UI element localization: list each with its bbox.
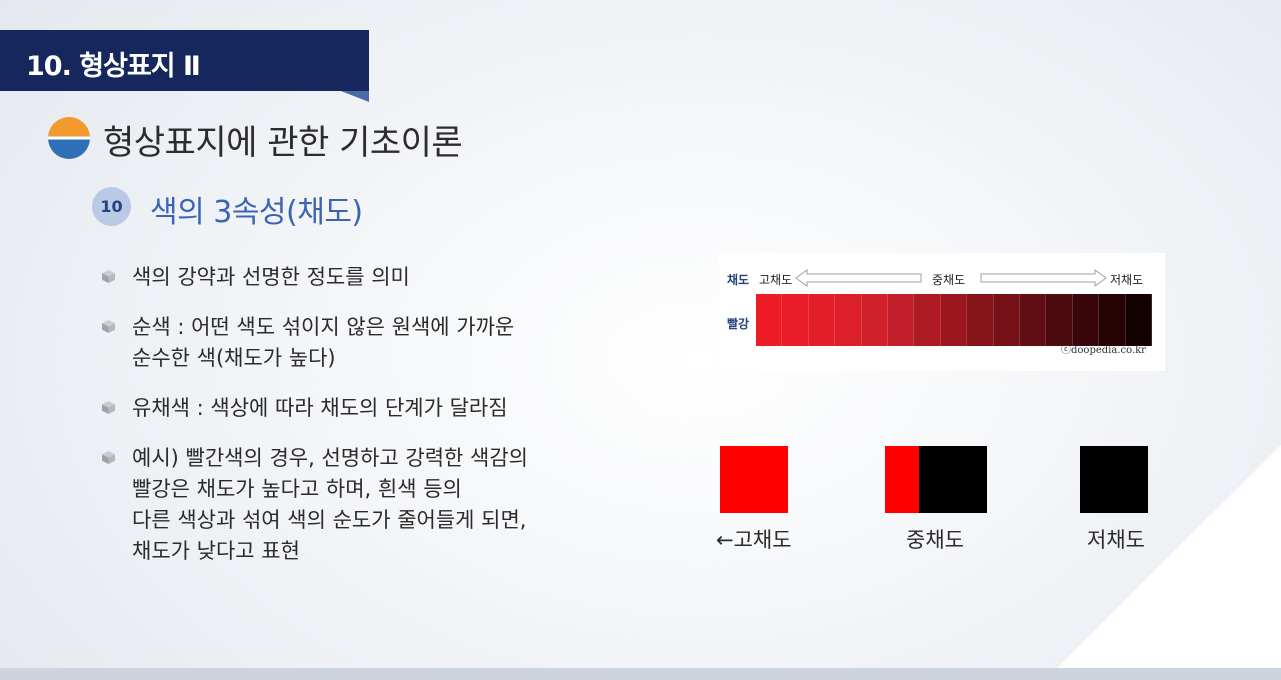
footer-bar: [0, 668, 1281, 680]
bullet-text-line: 순수한 색(채도가 높다): [132, 346, 336, 370]
saturation-step: [914, 294, 941, 346]
bullet-text-line: 색의 강약과 선명한 정도를 의미: [132, 265, 410, 289]
section-number-badge: 10: [92, 187, 131, 226]
cube-bullet-icon: [102, 270, 115, 283]
bullet-text-line: 유채색 : 색상에 따라 채도의 단계가 달라짐: [132, 396, 508, 420]
header-tab-decoration: [341, 91, 369, 102]
swatch-segment: [720, 446, 788, 513]
swatch-label-low: 저채도: [1087, 528, 1145, 552]
bullet-text-line: 빨강은 채도가 높다고 하며, 흰색 등의: [132, 477, 462, 501]
swatch-mid-saturation: [885, 446, 987, 513]
bullet-text-line: 다른 색상과 섞여 색의 순도가 줄어들게 되면,: [132, 508, 527, 532]
saturation-step: [1125, 294, 1153, 346]
saturation-strip: [756, 294, 1153, 346]
bullet-text-line: 예시) 빨간색의 경우, 선명하고 강력한 색감의: [132, 446, 529, 470]
saturation-step: [993, 294, 1021, 346]
swatch-high-saturation: [720, 446, 788, 513]
swatch-segment: [918, 446, 987, 513]
saturation-step: [835, 294, 862, 346]
sunset-icon: [48, 117, 90, 159]
saturation-step: [1072, 294, 1100, 346]
section-title: 형상표지에 관한 기초이론: [103, 123, 463, 163]
saturation-step: [967, 294, 994, 346]
swatch-label-mid: 중채도: [906, 528, 964, 552]
saturation-step: [808, 294, 836, 346]
page-title: 10. 형상표지 Ⅱ: [26, 51, 201, 82]
scale-mid-label: 중채도: [932, 273, 966, 287]
cube-bullet-icon: [102, 451, 115, 464]
saturation-step: [1099, 294, 1126, 346]
saturation-step: [1020, 294, 1047, 346]
bullet-item: 유채색 : 색상에 따라 채도의 단계가 달라짐: [100, 393, 640, 424]
cube-bullet-icon: [102, 320, 115, 333]
scale-high-label: 고채도: [759, 273, 793, 287]
saturation-step: [782, 294, 809, 346]
scale-row-label: 채도: [727, 273, 750, 287]
swatch-segment: [885, 446, 919, 513]
header-bar: [0, 30, 369, 91]
saturation-scale-figure: 채도 고채도 중채도 저채도 빨강 ⓒdoopedia.co.kr: [719, 253, 1165, 371]
scale-low-label: 저채도: [1110, 273, 1144, 287]
scale-arrow: [795, 269, 1107, 287]
swatch-segment: [1080, 446, 1148, 513]
bullet-text-line: 채도가 낮다고 표현: [132, 539, 300, 563]
cube-bullet-icon: [102, 401, 115, 414]
saturation-step: [1046, 294, 1073, 346]
bullet-text-line: 순색 : 어떤 색도 섞이지 않은 원색에 가까운: [132, 315, 515, 339]
saturation-step: [861, 294, 889, 346]
bullet-item: 색의 강약과 선명한 정도를 의미: [100, 262, 640, 293]
swatch-low-saturation: [1080, 446, 1148, 513]
image-credit: ⓒdoopedia.co.kr: [1061, 345, 1146, 356]
scale-color-label: 빨강: [727, 317, 750, 331]
saturation-step: [940, 294, 968, 346]
saturation-step: [756, 294, 783, 346]
subsection-title: 색의 3속성(채도): [150, 195, 363, 230]
swatch-label-high: ←고채도: [716, 528, 792, 552]
saturation-step: [888, 294, 915, 346]
